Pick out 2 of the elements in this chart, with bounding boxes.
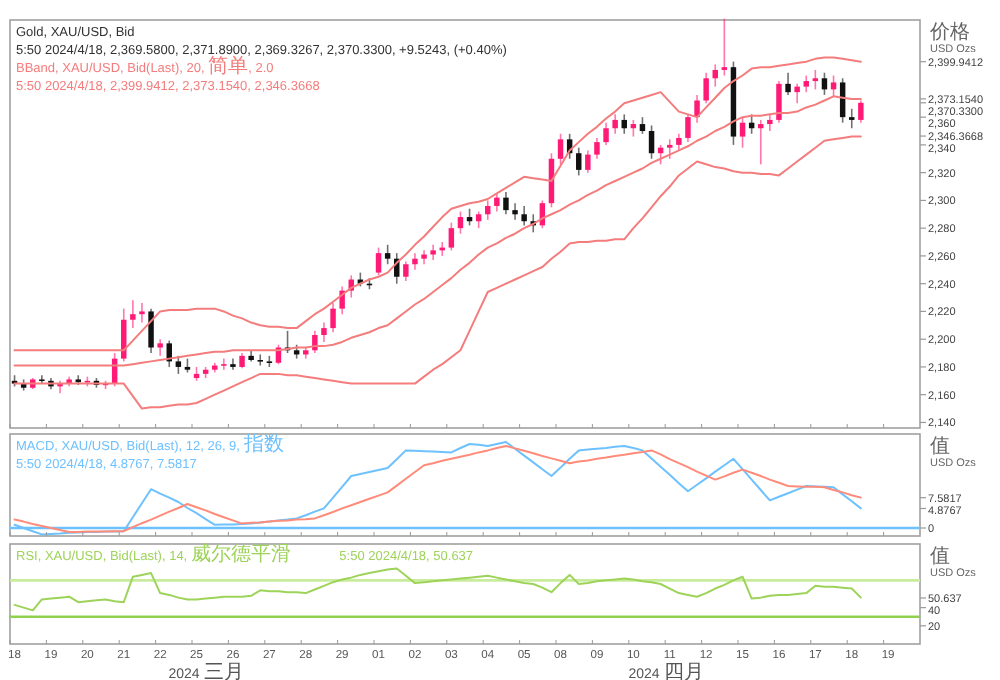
line-series: [13, 135, 862, 410]
line-series: [13, 567, 862, 612]
